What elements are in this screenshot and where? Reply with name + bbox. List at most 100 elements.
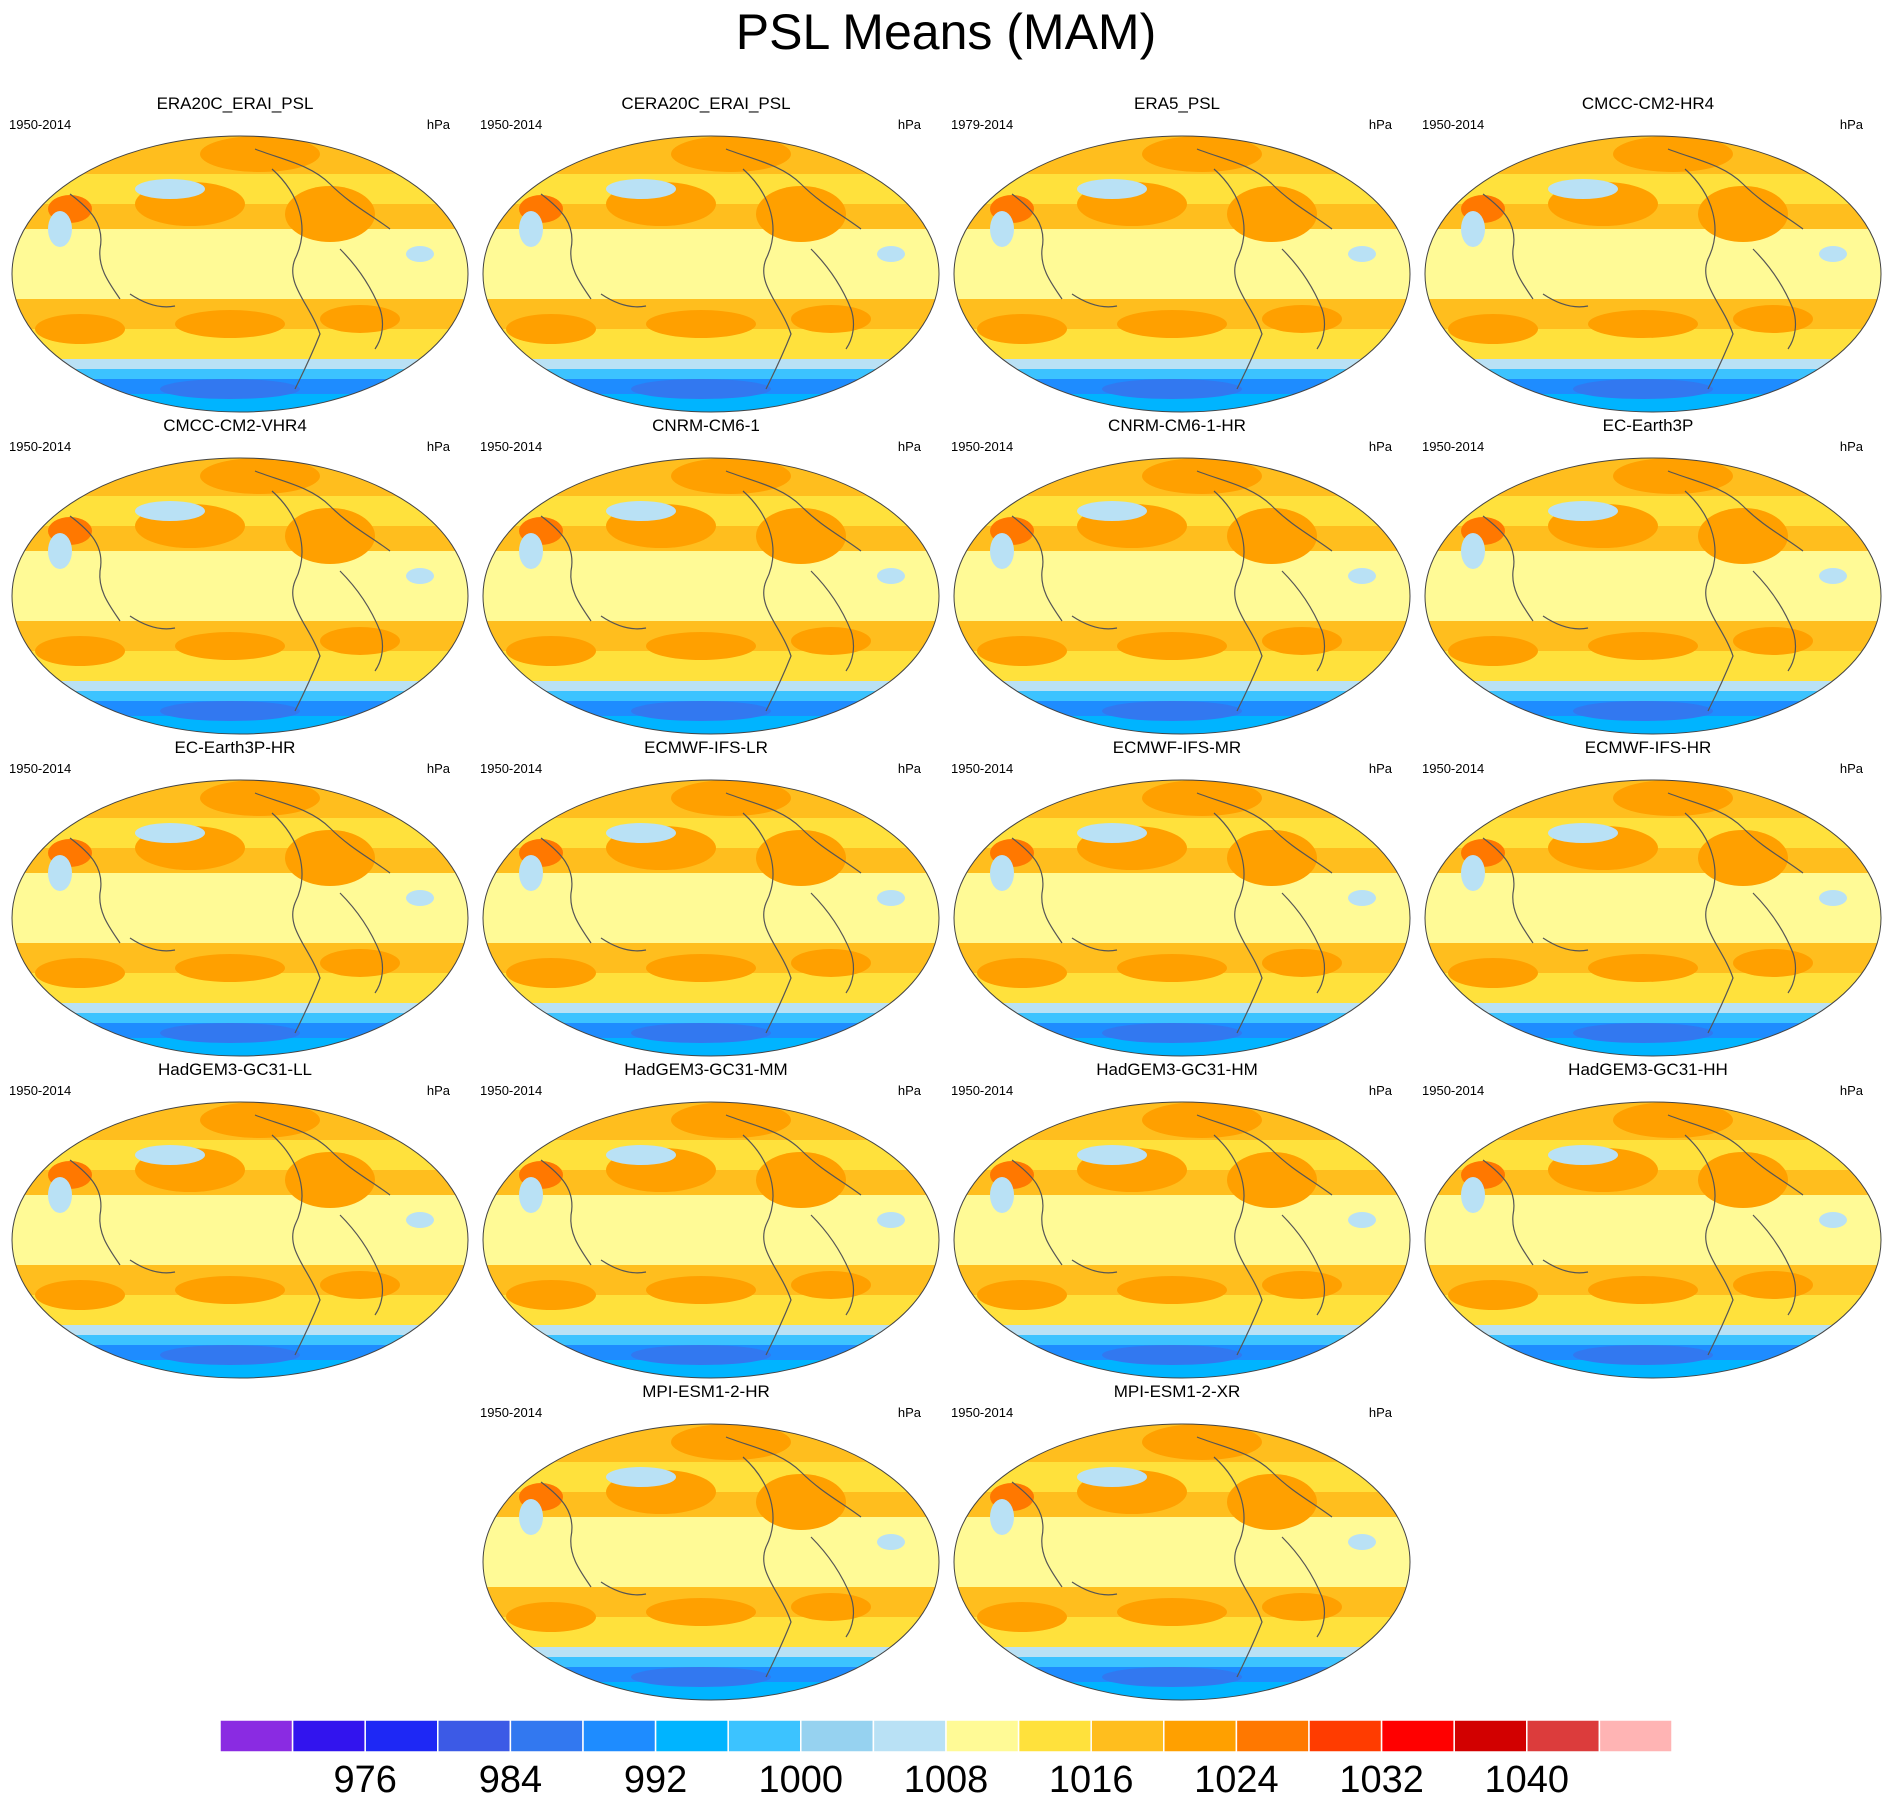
pressure-cell: [631, 1667, 771, 1687]
pressure-band: [954, 873, 1410, 943]
pressure-cell: [671, 136, 791, 172]
colorbar-swatch: [1598, 1720, 1672, 1752]
pressure-cell: [631, 1345, 771, 1365]
pressure-cell: [1262, 305, 1342, 333]
map: [11, 779, 469, 1057]
map: [953, 135, 1411, 413]
pressure-cell: [506, 958, 596, 988]
colorbar-swatch: [582, 1720, 657, 1752]
pressure-cell: [48, 533, 72, 569]
pressure-cell: [506, 636, 596, 666]
coastline: [1213, 1456, 1263, 1678]
coastline: [1071, 615, 1118, 630]
coastline: [600, 1581, 647, 1596]
coastline: [1482, 1159, 1534, 1266]
pressure-band: [483, 229, 939, 299]
colorbar-swatch: [291, 1720, 366, 1752]
pressure-cell: [1077, 501, 1147, 521]
map-panel: HadGEM3-GC31-MM 1950-2014 hPa: [471, 1060, 941, 1380]
panel-title: CMCC-CM2-HR4: [1581, 94, 1715, 113]
colorbar-label: 1032: [1339, 1759, 1424, 1801]
coastline: [810, 570, 855, 672]
panel-years: 1950-2014: [951, 1405, 1014, 1420]
pressure-band: [12, 1325, 468, 1335]
pressure-cell: [1227, 508, 1317, 564]
pressure-cell: [519, 1177, 543, 1213]
pressure-cell: [175, 954, 285, 982]
coastline: [1542, 293, 1589, 308]
pressure-cell: [35, 958, 125, 988]
pressure-band: [954, 1325, 1410, 1335]
pressure-cell: [406, 568, 434, 584]
pressure-band: [483, 1013, 939, 1023]
pressure-cell: [1573, 1345, 1713, 1365]
pressure-cell: [35, 314, 125, 344]
coastline: [1684, 168, 1734, 390]
pressure-cell: [1102, 701, 1242, 721]
coastline: [1213, 168, 1263, 390]
colorbar-swatch: [437, 1720, 512, 1752]
panel-units: hPa: [1839, 439, 1863, 454]
pressure-band: [954, 551, 1410, 621]
coastline: [810, 892, 855, 994]
coastline: [271, 490, 321, 712]
map: [953, 1423, 1411, 1701]
map-outline: [953, 457, 1411, 735]
panel-years: 1950-2014: [480, 1405, 543, 1420]
pressure-cell: [1461, 855, 1485, 891]
coastline: [1011, 1481, 1063, 1588]
coastline: [600, 1259, 647, 1274]
main-title: PSL Means (MAM): [735, 4, 1157, 60]
pressure-cell: [1348, 246, 1376, 262]
pressure-band: [1425, 359, 1881, 369]
pressure-cell: [175, 632, 285, 660]
pressure-cell: [1733, 627, 1813, 655]
pressure-cell: [977, 314, 1067, 344]
coastline: [339, 892, 384, 994]
pressure-cell: [406, 890, 434, 906]
pressure-band: [483, 1657, 939, 1667]
pressure-cell: [990, 1177, 1014, 1213]
panel-units: hPa: [1368, 1083, 1392, 1098]
pressure-band: [954, 691, 1410, 701]
pressure-cell: [1819, 568, 1847, 584]
pressure-cell: [977, 958, 1067, 988]
map: [1424, 135, 1882, 413]
pressure-cell: [756, 508, 846, 564]
colorbar-label: 984: [478, 1759, 543, 1801]
coastline: [725, 470, 862, 552]
coastline: [1011, 515, 1063, 622]
pressure-band: [483, 1647, 939, 1657]
pressure-cell: [1348, 1212, 1376, 1228]
coastline: [1684, 812, 1734, 1034]
pressure-cell: [1588, 310, 1698, 338]
pressure-cell: [1698, 508, 1788, 564]
map: [482, 1423, 940, 1701]
panel-units: hPa: [1368, 117, 1392, 132]
panel-years: 1950-2014: [1422, 761, 1485, 776]
map: [953, 779, 1411, 1057]
pressure-cell: [160, 1023, 300, 1043]
pressure-cell: [1698, 830, 1788, 886]
map-outline: [11, 457, 469, 735]
map-outline: [1424, 135, 1882, 413]
coastline: [810, 248, 855, 350]
panel-title: CNRM-CM6-1: [652, 416, 760, 435]
coastline: [725, 1114, 862, 1196]
panel-title: ERA20C_ERAI_PSL: [156, 94, 314, 113]
pressure-cell: [646, 1598, 756, 1626]
panel-units: hPa: [426, 761, 450, 776]
map-outline: [482, 457, 940, 735]
pressure-cell: [1613, 458, 1733, 494]
pressure-cell: [1819, 246, 1847, 262]
pressure-cell: [1262, 1593, 1342, 1621]
map-panel: ECMWF-IFS-MR 1950-2014 hPa: [942, 738, 1412, 1058]
panel-years: 1950-2014: [9, 761, 72, 776]
pressure-cell: [1548, 501, 1618, 521]
pressure-cell: [1117, 1598, 1227, 1626]
pressure-band: [1425, 1335, 1881, 1345]
panel-units: hPa: [897, 1083, 921, 1098]
coastline: [742, 490, 792, 712]
pressure-band: [12, 1195, 468, 1265]
coastline: [742, 1134, 792, 1356]
